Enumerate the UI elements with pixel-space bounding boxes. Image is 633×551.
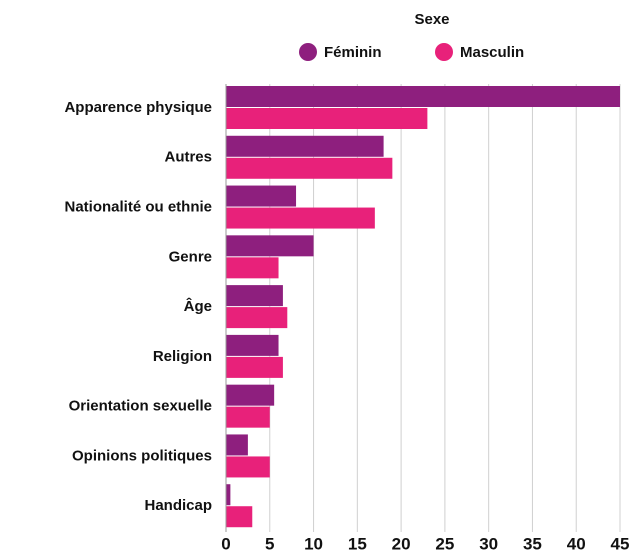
bar xyxy=(226,434,248,456)
bar xyxy=(226,406,270,428)
x-tick-label: 35 xyxy=(523,534,542,551)
legend-label: Féminin xyxy=(324,44,382,61)
x-tick-label: 20 xyxy=(392,534,411,551)
x-tick-label: 5 xyxy=(265,534,274,551)
y-tick-label: Opinions politiques xyxy=(72,447,212,464)
legend-swatch xyxy=(299,43,317,61)
bar xyxy=(226,285,283,307)
legend-title: Sexe xyxy=(414,11,449,28)
x-tick-label: 10 xyxy=(304,534,323,551)
bar xyxy=(226,484,231,506)
bar xyxy=(226,506,253,528)
x-tick-label: 40 xyxy=(567,534,586,551)
bar xyxy=(226,207,375,229)
bar xyxy=(226,235,314,257)
y-tick-label: Handicap xyxy=(144,497,212,514)
x-tick-label: 30 xyxy=(479,534,498,551)
bar xyxy=(226,157,393,179)
bar xyxy=(226,86,620,107)
y-tick-label: Nationalité ou ethnie xyxy=(64,199,212,216)
bar xyxy=(226,257,279,279)
x-tick-label: 25 xyxy=(435,534,454,551)
x-tick-label: 45 xyxy=(611,534,630,551)
bar xyxy=(226,456,270,478)
bar xyxy=(226,307,288,329)
bar xyxy=(226,384,275,406)
y-tick-label: Religion xyxy=(153,348,212,365)
bar xyxy=(226,135,384,157)
y-tick-label: Genre xyxy=(169,248,212,265)
bar xyxy=(226,356,283,378)
bar xyxy=(226,185,297,207)
y-tick-label: Apparence physique xyxy=(64,99,212,116)
y-tick-label: Autres xyxy=(164,149,212,166)
bar xyxy=(226,108,428,129)
legend-swatch xyxy=(435,43,453,61)
x-tick-label: 0 xyxy=(221,534,230,551)
x-tick-label: 15 xyxy=(348,534,367,551)
bar xyxy=(226,334,279,356)
y-tick-label: Âge xyxy=(184,297,212,315)
y-tick-label: Orientation sexuelle xyxy=(69,398,212,415)
legend-label: Masculin xyxy=(460,44,524,61)
